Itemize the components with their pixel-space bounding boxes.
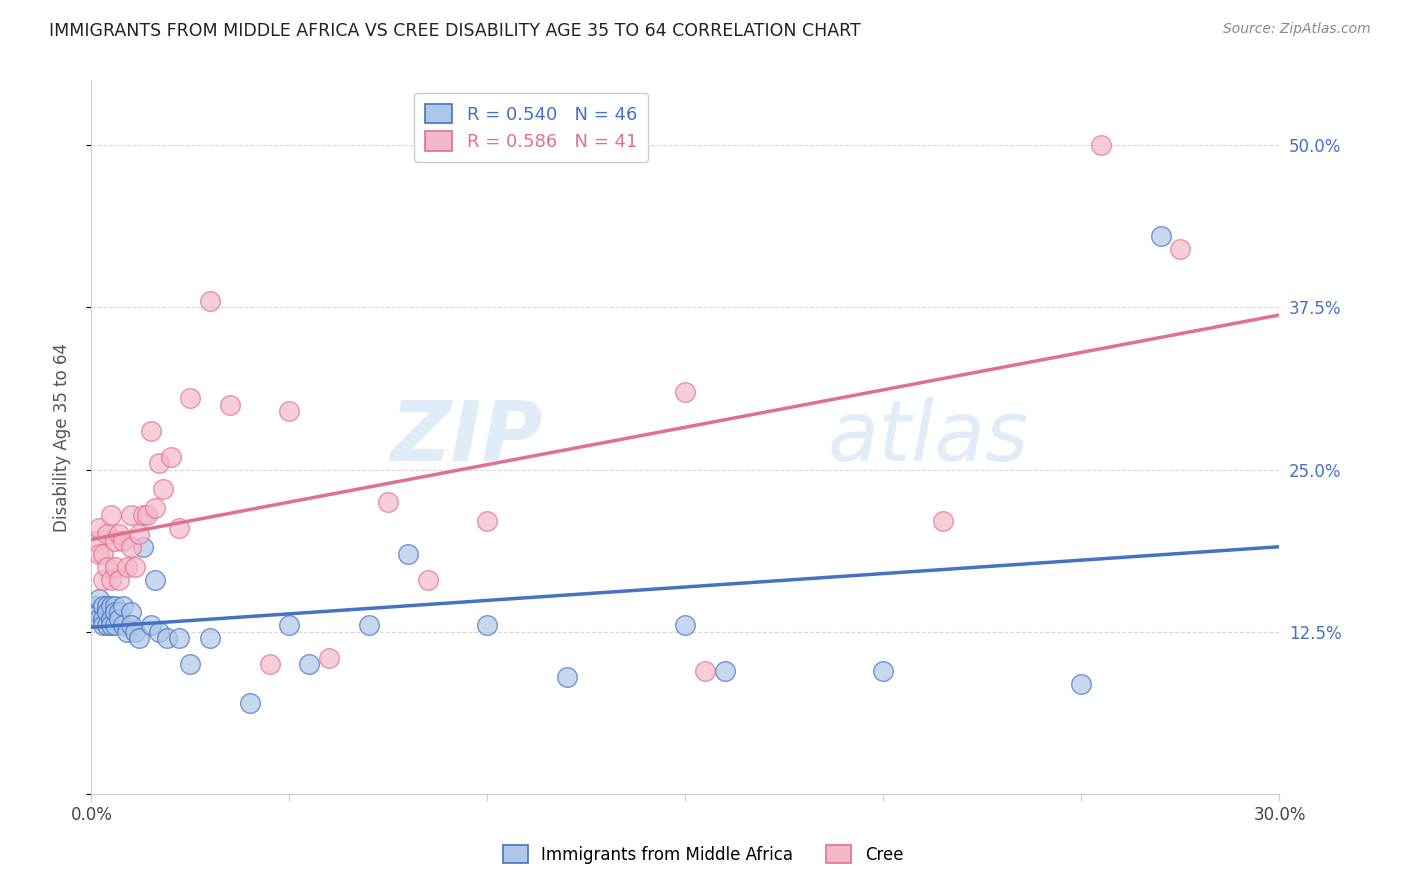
Point — [112, 618, 135, 632]
Point — [96, 527, 118, 541]
Point — [112, 533, 135, 548]
Point — [135, 508, 157, 522]
Point — [89, 605, 111, 619]
Point — [84, 605, 107, 619]
Point — [96, 599, 118, 613]
Point — [96, 605, 118, 619]
Legend: R = 0.540   N = 46, R = 0.586   N = 41: R = 0.540 N = 46, R = 0.586 N = 41 — [415, 93, 648, 161]
Point — [416, 573, 439, 587]
Point — [104, 559, 127, 574]
Point — [108, 612, 131, 626]
Point — [159, 450, 181, 464]
Point — [84, 599, 107, 613]
Point — [104, 605, 127, 619]
Point — [100, 612, 122, 626]
Point — [89, 612, 111, 626]
Point — [115, 559, 138, 574]
Point — [120, 508, 142, 522]
Point — [555, 670, 578, 684]
Point — [318, 650, 340, 665]
Point — [124, 624, 146, 639]
Point — [143, 573, 166, 587]
Point — [1070, 676, 1092, 690]
Point — [128, 631, 150, 645]
Point — [200, 631, 222, 645]
Point — [152, 482, 174, 496]
Text: Source: ZipAtlas.com: Source: ZipAtlas.com — [1223, 22, 1371, 37]
Point — [104, 599, 127, 613]
Point — [673, 384, 696, 399]
Point — [477, 515, 499, 529]
Point — [179, 657, 201, 672]
Point — [132, 541, 155, 555]
Point — [298, 657, 321, 672]
Point — [932, 515, 955, 529]
Text: IMMIGRANTS FROM MIDDLE AFRICA VS CREE DISABILITY AGE 35 TO 64 CORRELATION CHART: IMMIGRANTS FROM MIDDLE AFRICA VS CREE DI… — [49, 22, 860, 40]
Point — [714, 664, 737, 678]
Point — [91, 599, 114, 613]
Point — [239, 696, 262, 710]
Point — [377, 495, 399, 509]
Text: ZIP: ZIP — [391, 397, 543, 477]
Point — [100, 508, 122, 522]
Point — [100, 599, 122, 613]
Point — [132, 508, 155, 522]
Point — [124, 559, 146, 574]
Point — [128, 527, 150, 541]
Point — [396, 547, 419, 561]
Point — [1090, 138, 1112, 153]
Point — [112, 599, 135, 613]
Point — [84, 533, 107, 548]
Point — [91, 573, 114, 587]
Point — [91, 612, 114, 626]
Point — [108, 527, 131, 541]
Point — [477, 618, 499, 632]
Point — [179, 391, 201, 405]
Point — [139, 424, 162, 438]
Point — [673, 618, 696, 632]
Point — [96, 559, 118, 574]
Point — [148, 456, 170, 470]
Text: atlas: atlas — [828, 397, 1029, 477]
Point — [167, 631, 190, 645]
Point — [357, 618, 380, 632]
Point — [104, 618, 127, 632]
Point — [200, 293, 222, 308]
Point — [139, 618, 162, 632]
Point — [115, 624, 138, 639]
Point — [219, 398, 242, 412]
Point — [872, 664, 894, 678]
Point — [278, 404, 301, 418]
Point — [1150, 229, 1173, 244]
Point — [91, 547, 114, 561]
Point — [1170, 242, 1192, 256]
Point — [259, 657, 281, 672]
Point — [695, 664, 717, 678]
Y-axis label: Disability Age 35 to 64: Disability Age 35 to 64 — [52, 343, 70, 532]
Point — [96, 618, 118, 632]
Point — [148, 624, 170, 639]
Point — [100, 618, 122, 632]
Point — [108, 573, 131, 587]
Point — [89, 592, 111, 607]
Point — [120, 605, 142, 619]
Point — [143, 501, 166, 516]
Point — [120, 541, 142, 555]
Point — [100, 573, 122, 587]
Point — [156, 631, 179, 645]
Point — [120, 618, 142, 632]
Point — [104, 533, 127, 548]
Point — [89, 521, 111, 535]
Point — [91, 618, 114, 632]
Point — [278, 618, 301, 632]
Legend: Immigrants from Middle Africa, Cree: Immigrants from Middle Africa, Cree — [496, 838, 910, 871]
Point — [89, 547, 111, 561]
Point — [167, 521, 190, 535]
Point — [108, 605, 131, 619]
